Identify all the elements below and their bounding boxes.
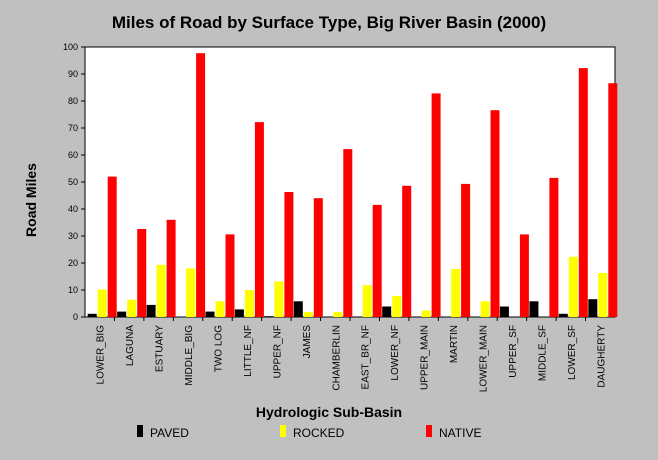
x-tick-label: ESTUARY <box>155 325 166 372</box>
y-axis-title: Road Miles <box>23 163 39 237</box>
legend: PAVED ROCKED NATIVE <box>137 425 481 440</box>
y-tick-label: 90 <box>68 69 78 79</box>
legend-swatch-paved <box>137 425 143 437</box>
x-tick-label: LITTLE_NF <box>243 325 254 377</box>
y-axis: 0 10 20 30 40 50 60 70 80 90 100 <box>63 42 85 322</box>
bar-native <box>549 177 559 317</box>
bar-rocked <box>127 299 137 317</box>
x-axis: LOWER_BIG LAGUNA ESTUARY MIDDLE_BIG TWO LOG L… <box>96 317 607 392</box>
bar-paved <box>558 313 568 317</box>
bar-native <box>402 185 412 317</box>
x-tick-label: TWO LOG <box>214 325 225 372</box>
bar-rocked <box>392 295 402 317</box>
bar-native <box>578 68 588 317</box>
x-tick-label: CHAMBERLIN <box>331 325 342 391</box>
bar-rocked <box>186 268 196 317</box>
x-tick-label: LOWER_BIG <box>96 325 107 385</box>
x-tick-label: LOWER_SF <box>567 325 578 380</box>
bar-native <box>519 234 529 317</box>
bar-native <box>137 229 147 317</box>
bars <box>87 53 618 318</box>
bar-rocked <box>568 256 578 317</box>
bar-native <box>166 219 176 317</box>
bar-paved <box>234 309 244 317</box>
bar-rocked <box>333 312 343 317</box>
y-tick-label: 80 <box>68 96 78 106</box>
y-tick-label: 30 <box>68 231 78 241</box>
x-tick-label: JAMES <box>302 325 313 359</box>
bar-paved <box>146 304 156 317</box>
x-tick-label: LAGUNA <box>125 325 136 366</box>
bar-paved <box>264 316 274 317</box>
legend-label-paved: PAVED <box>150 426 189 440</box>
bar-rocked <box>156 264 166 317</box>
bar-native <box>313 198 323 317</box>
bar-rocked <box>274 281 284 317</box>
x-tick-label: DAUGHERTY <box>596 325 607 388</box>
bar-paved <box>529 301 539 317</box>
bar-paved <box>588 299 598 317</box>
y-tick-label: 60 <box>68 150 78 160</box>
bar-native <box>107 176 117 317</box>
y-tick-label: 40 <box>68 204 78 214</box>
bar-native <box>372 204 382 317</box>
bar-rocked <box>598 273 608 317</box>
bar-rocked <box>97 289 107 317</box>
bar-native <box>343 149 353 317</box>
x-tick-label: UPPER_NF <box>272 325 283 378</box>
x-tick-label: MIDDLE_BIG <box>184 325 195 386</box>
bar-native <box>196 53 206 317</box>
bar-native <box>461 183 471 317</box>
x-tick-label: MARTIN <box>449 325 460 363</box>
x-tick-label: MIDDLE_SF <box>537 325 548 381</box>
y-tick-label: 70 <box>68 123 78 133</box>
y-tick-label: 100 <box>63 42 78 52</box>
bar-rocked <box>421 310 431 317</box>
x-tick-label: UPPER_SF <box>508 325 519 378</box>
x-tick-label: LOWER_NF <box>390 325 401 381</box>
bar-paved <box>117 311 127 317</box>
x-axis-title: Hydrologic Sub-Basin <box>256 404 402 420</box>
x-tick-label: EAST_BR_NF <box>361 325 372 389</box>
y-tick-label: 10 <box>68 285 78 295</box>
bar-native <box>254 122 264 317</box>
legend-label-native: NATIVE <box>439 426 481 440</box>
bar-paved <box>205 311 215 317</box>
x-tick-label: UPPER_MAIN <box>420 325 431 390</box>
bar-rocked <box>362 285 372 317</box>
y-tick-label: 0 <box>73 312 78 322</box>
bar-native <box>490 110 500 317</box>
bar-paved <box>87 313 97 317</box>
y-tick-label: 20 <box>68 258 78 268</box>
bar-rocked <box>244 290 254 317</box>
chart-title: Miles of Road by Surface Type, Big River… <box>112 13 546 32</box>
legend-swatch-rocked <box>280 425 286 437</box>
bar-rocked <box>451 268 461 317</box>
bar-native <box>284 192 294 317</box>
bar-native <box>608 83 618 317</box>
legend-label-rocked: ROCKED <box>293 426 345 440</box>
bar-paved <box>499 306 509 317</box>
bar-rocked <box>480 301 490 317</box>
legend-swatch-native <box>426 425 432 437</box>
bar-paved <box>382 306 392 317</box>
bar-native <box>431 93 441 318</box>
y-tick-label: 50 <box>68 177 78 187</box>
bar-native <box>225 234 235 317</box>
x-tick-label: LOWER_MAIN <box>479 325 490 392</box>
bar-paved <box>293 301 303 317</box>
bar-rocked <box>303 312 313 317</box>
bar-rocked <box>215 301 225 317</box>
